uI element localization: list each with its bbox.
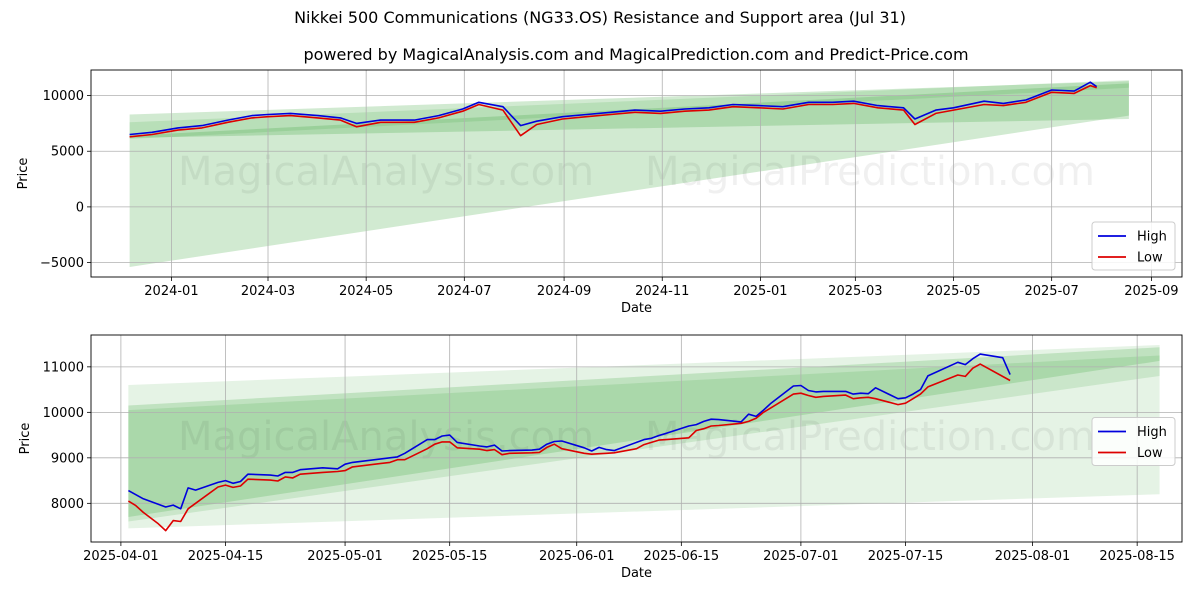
top-y-tick-label: 0 [76,200,84,215]
top-x-tick-label: 2024-09 [537,284,591,299]
top-y-tick-label: −5000 [40,256,84,271]
top-x-tick-label: 2025-07 [1024,284,1078,299]
bottom-x-tick-label: 2025-07-15 [868,549,944,564]
top-x-tick-label: 2025-05 [926,284,980,299]
bottom-support-resistance-band-0 [128,345,1160,529]
top-bands [129,80,1129,267]
bottom-x-tick-label: 2025-04-01 [83,549,159,564]
top-axes-frame [90,69,1183,278]
bottom-legend-label-low: Low [1137,446,1163,461]
top-x-tick-label: 2024-07 [437,284,491,299]
top-x-tick-label: 2025-03 [828,284,882,299]
bottom-x-axis-label: Date [621,566,652,581]
top-y-axis-label: Price [16,158,31,190]
bottom-y-tick-label: 10000 [43,406,84,421]
top-x-axis-label: Date [621,301,652,316]
bottom-series [127,353,1011,532]
bottom-watermark: MagicalAnalysis.com MagicalPrediction.co… [178,414,1095,460]
bottom-x-tick-label: 2025-08-15 [1099,549,1175,564]
bottom-legend-label-high: High [1137,425,1167,440]
top-series [129,81,1098,138]
top-support-resistance-band-2 [129,80,1129,139]
top-high-line [129,81,1098,136]
top-legend-box [1091,221,1176,271]
top-legend-label-low: Low [1137,251,1163,266]
top-x-tick-label: 2024-03 [241,284,295,299]
bottom-legend-box [1091,417,1176,466]
bottom-y-tick-label: 8000 [51,497,84,512]
bottom-x-tick-label: 2025-04-15 [188,549,264,564]
top-watermark: MagicalAnalysis.com MagicalPrediction.co… [178,149,1095,195]
bottom-legend: High Low [1091,417,1176,466]
top-x-tick-label: 2024-05 [339,284,393,299]
bottom-x-tick-label: 2025-07-01 [763,549,839,564]
top-x-tick-label: 2024-11 [635,284,689,299]
bottom-x-tick-label: 2025-05-15 [412,549,488,564]
bottom-high-line [128,353,1011,510]
bottom-y-axis-label: Price [18,423,33,455]
bottom-axes-frame [90,334,1183,543]
bottom-bands [128,345,1160,529]
top-low-line [129,84,1097,138]
bottom-chart: MagicalAnalysis.com MagicalPrediction.co… [18,334,1183,581]
chart-subtitle: powered by MagicalAnalysis.com and Magic… [303,45,969,64]
bottom-x-tick-label: 2025-06-15 [644,549,720,564]
top-chart: MagicalAnalysis.com MagicalPrediction.co… [16,69,1183,316]
bottom-low-line [127,363,1011,532]
top-legend: High Low [1091,221,1176,271]
bottom-support-resistance-band-2 [128,355,1160,522]
bottom-y-tick-label: 11000 [43,360,84,375]
bottom-x-tick-label: 2025-08-01 [995,549,1071,564]
top-x-tick-label: 2025-09 [1124,284,1178,299]
bottom-support-resistance-band-1 [128,347,1160,517]
top-y-tick-label: 5000 [51,145,84,160]
top-y-tick-label: 10000 [43,89,84,104]
top-x-tick-label: 2025-01 [733,284,787,299]
bottom-x-tick-label: 2025-05-01 [307,549,383,564]
top-support-resistance-band-0 [129,81,1129,267]
chart-title: Nikkei 500 Communications (NG33.OS) Resi… [294,8,906,27]
top-legend-label-high: High [1137,230,1167,245]
bottom-x-tick-label: 2025-06-01 [539,549,615,564]
bottom-y-tick-label: 9000 [51,451,84,466]
top-x-tick-label: 2024-01 [144,284,198,299]
